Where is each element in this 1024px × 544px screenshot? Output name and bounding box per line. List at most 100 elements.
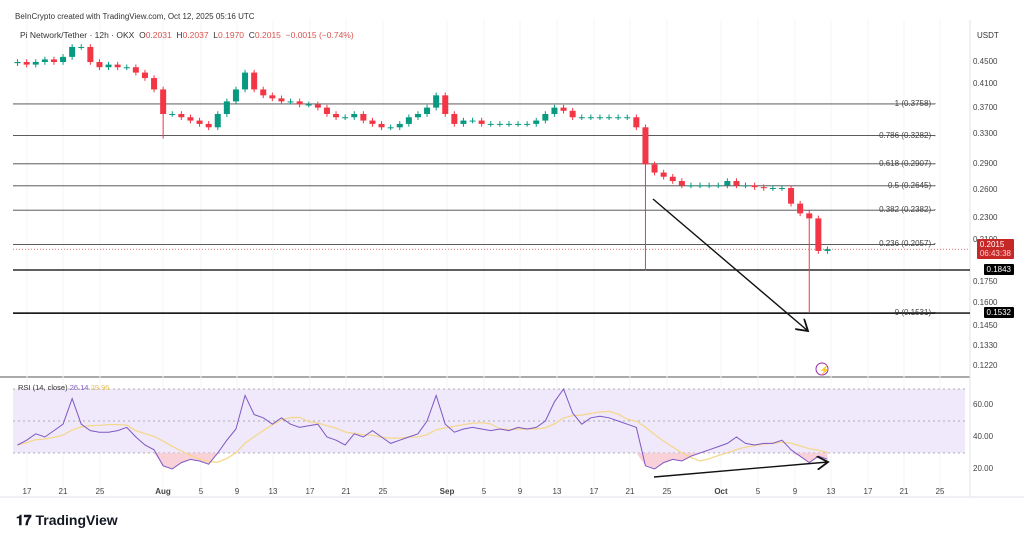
candle-body [405,117,412,124]
candle-body [360,113,367,121]
x-tick-label: 13 [268,487,278,496]
tradingview-logo[interactable]: 𝟏𝟕 TradingView [16,512,118,529]
candle-body [624,117,631,119]
candle-body [342,117,349,119]
candle-body [651,164,658,173]
rsi-ma-value: 29.96 [90,383,110,392]
candle-body [560,107,567,111]
candle-body [278,98,285,102]
candle-body [642,127,649,165]
candle-body [706,185,713,187]
candle-body [96,62,103,68]
candle-body [269,95,276,99]
close-value: 0.2015 [254,30,281,40]
x-tick-label: 13 [826,487,836,496]
candle-body [132,67,139,73]
candle-body [687,185,694,187]
price-tag: 0.1532 [983,307,1014,319]
candle-body [797,203,804,214]
symbol-name[interactable]: Pi Network/Tether · 12h · OKX [20,30,135,40]
open-label: O [139,30,146,40]
x-tick-label: 5 [481,487,487,496]
candle-body [569,110,576,118]
fib-label: 0.5 (0.2645) - [887,180,936,190]
candle-body [114,64,121,68]
rsi-line [17,387,828,470]
y-tick-label: 0.3700 [973,102,998,112]
rsi-legend: RSI (14, close) 26.14 29.96 [18,383,109,392]
y-tick-label: 0.4500 [973,57,998,66]
candle-body [242,72,249,90]
x-tick-label: 21 [899,487,909,496]
price-tag: 0.1843 [983,263,1014,275]
x-tick-label: 21 [625,487,635,496]
close-label: C [248,30,255,40]
x-tick-label: 5 [755,487,761,496]
candle-body [578,117,585,119]
trend-arrow [652,198,808,331]
x-tick-label: 25 [95,487,105,496]
credit-text: BeInCrypto created with TradingView.com,… [15,12,255,21]
x-tick-label: 17 [22,487,32,496]
x-tick-label: 21 [58,487,68,496]
y-tick-label: 0.1600 [973,297,998,307]
high-label: H [176,30,183,40]
x-tick-label: 9 [234,487,240,496]
candle-body [733,181,740,186]
candle-body [232,89,239,102]
candle-body [141,72,148,79]
last-price-tag: 0.2015 06:43:38 [976,239,1014,260]
candle-body [123,67,130,69]
y-tick-label: 0.2300 [973,213,998,223]
rsi-y-tick: 20.00 [973,464,994,473]
candle-body [788,188,795,204]
y-tick-label: 0.1450 [973,320,998,330]
candle-body [697,185,704,187]
candle-body [223,101,230,114]
countdown: 06:43:38 [979,249,1011,259]
candle-body [414,113,421,118]
candle-body [487,123,494,125]
candle-body [50,59,57,62]
candle-body [287,101,294,103]
lightning-glyph: ⚡ [819,364,830,376]
fib-label: 0.236 (0.2057) - [879,239,936,249]
candle-body [524,123,531,125]
y-tick-label: 0.2100 [973,235,997,244]
y-tick-label: 0.1750 [973,277,998,287]
fib-label: 1 (0.3758) - [894,98,936,108]
x-tick-label: 9 [517,487,523,496]
candle-body [105,64,112,68]
candle-body [305,104,312,106]
candle-body [469,120,476,122]
x-tick-label: Sep [439,487,455,496]
candle-body [660,172,667,177]
candle-body [551,107,558,114]
candle-body [678,181,685,186]
candle-body [23,62,30,65]
last-price-value: 0.2015 [979,240,1005,250]
candle-body [78,46,85,48]
candle-body [806,213,813,219]
candle-body [369,120,376,124]
candle-body [351,113,358,118]
currency-label[interactable]: USDT [977,31,999,40]
x-tick-label: Oct [714,487,728,496]
candle-body [715,185,722,187]
candle-body [533,120,540,124]
candle-body [214,113,221,128]
rsi-title[interactable]: RSI (14, close) [18,383,68,392]
rsi-oversold-fill [17,453,828,469]
candle-body [478,120,485,124]
x-tick-label: 17 [863,487,873,496]
candle-body [196,120,203,124]
logo-icon: 𝟏𝟕 [16,512,36,528]
change-value: −0.0015 (−0.74%) [285,30,354,40]
x-tick-label: 25 [662,487,672,496]
x-tick-label: 13 [552,487,562,496]
candle-body [69,46,76,57]
open-value: 0.2031 [145,30,172,40]
rsi-y-tick: 40.00 [973,432,994,441]
candle-body [178,113,185,118]
